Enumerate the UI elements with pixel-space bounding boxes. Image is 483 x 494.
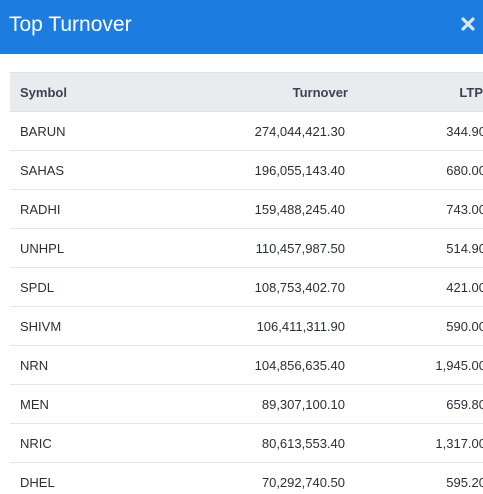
cell-ltp: 1,945.00 bbox=[345, 345, 483, 385]
cell-ltp: 590.00 bbox=[345, 306, 483, 346]
cell-symbol: SPDL bbox=[10, 267, 170, 307]
cell-symbol: RADHI bbox=[10, 189, 170, 229]
cell-symbol: BARUN bbox=[10, 111, 170, 151]
cell-symbol: SAHAS bbox=[10, 150, 170, 190]
cell-turnover: 80,613,553.40 bbox=[170, 423, 345, 463]
cell-ltp: 680.00 bbox=[345, 150, 483, 190]
cell-ltp: 1,317.00 bbox=[345, 423, 483, 463]
cell-symbol: UNHPL bbox=[10, 228, 170, 268]
cell-symbol: SHIVM bbox=[10, 306, 170, 346]
cell-turnover: 89,307,100.10 bbox=[170, 384, 345, 424]
table-row[interactable]: SAHAS 196,055,143.40 680.00 bbox=[10, 150, 483, 190]
cell-ltp: 595.20 bbox=[345, 462, 483, 494]
turnover-table-container: Symbol Turnover LTP BARUN 274,044,421.30… bbox=[10, 72, 483, 494]
table-row[interactable]: RADHI 159,488,245.40 743.00 bbox=[10, 189, 483, 229]
table-header-row: Symbol Turnover LTP bbox=[10, 72, 483, 112]
column-header-turnover-label: Turnover bbox=[292, 84, 348, 100]
table-row[interactable]: UNHPL 110,457,987.50 514.90 bbox=[10, 228, 483, 268]
turnover-table: Symbol Turnover LTP BARUN 274,044,421.30… bbox=[10, 72, 483, 494]
cell-turnover: 110,457,987.50 bbox=[170, 228, 345, 268]
table-header: Symbol Turnover LTP bbox=[10, 72, 483, 112]
cell-symbol: MEN bbox=[10, 384, 170, 424]
table-row[interactable]: SPDL 108,753,402.70 421.00 bbox=[10, 267, 483, 307]
cell-symbol: NRIC bbox=[10, 423, 170, 463]
table-row[interactable]: NRN 104,856,635.40 1,945.00 bbox=[10, 345, 483, 385]
table-row[interactable]: MEN 89,307,100.10 659.80 bbox=[10, 384, 483, 424]
column-header-ltp[interactable]: LTP bbox=[345, 72, 483, 112]
cell-turnover: 106,411,311.90 bbox=[170, 306, 345, 346]
cell-ltp: 659.80 bbox=[345, 384, 483, 424]
modal-header: Top Turnover bbox=[0, 0, 483, 54]
table-row[interactable]: SHIVM 106,411,311.90 590.00 bbox=[10, 306, 483, 346]
column-header-symbol-label: Symbol bbox=[20, 84, 67, 100]
column-header-symbol[interactable]: Symbol bbox=[10, 72, 170, 112]
cell-turnover: 274,044,421.30 bbox=[170, 111, 345, 151]
table-row[interactable]: BARUN 274,044,421.30 344.90 bbox=[10, 111, 483, 151]
table-body: BARUN 274,044,421.30 344.90 SAHAS 196,05… bbox=[10, 111, 483, 494]
cell-ltp: 514.90 bbox=[345, 228, 483, 268]
cell-ltp: 743.00 bbox=[345, 189, 483, 229]
cell-ltp: 421.00 bbox=[345, 267, 483, 307]
column-header-turnover[interactable]: Turnover bbox=[170, 72, 348, 112]
close-button[interactable] bbox=[460, 16, 476, 32]
cell-turnover: 70,292,740.50 bbox=[170, 462, 345, 494]
column-header-ltp-label: LTP bbox=[459, 84, 483, 100]
cell-turnover: 159,488,245.40 bbox=[170, 189, 345, 229]
cell-turnover: 196,055,143.40 bbox=[170, 150, 345, 190]
cell-turnover: 104,856,635.40 bbox=[170, 345, 345, 385]
cell-symbol: DHEL bbox=[10, 462, 170, 494]
cell-turnover: 108,753,402.70 bbox=[170, 267, 345, 307]
close-icon bbox=[461, 17, 475, 31]
table-row[interactable]: DHEL 70,292,740.50 595.20 bbox=[10, 462, 483, 494]
cell-ltp: 344.90 bbox=[345, 111, 483, 151]
modal-title: Top Turnover bbox=[9, 13, 132, 36]
table-row[interactable]: NRIC 80,613,553.40 1,317.00 bbox=[10, 423, 483, 463]
cell-symbol: NRN bbox=[10, 345, 170, 385]
